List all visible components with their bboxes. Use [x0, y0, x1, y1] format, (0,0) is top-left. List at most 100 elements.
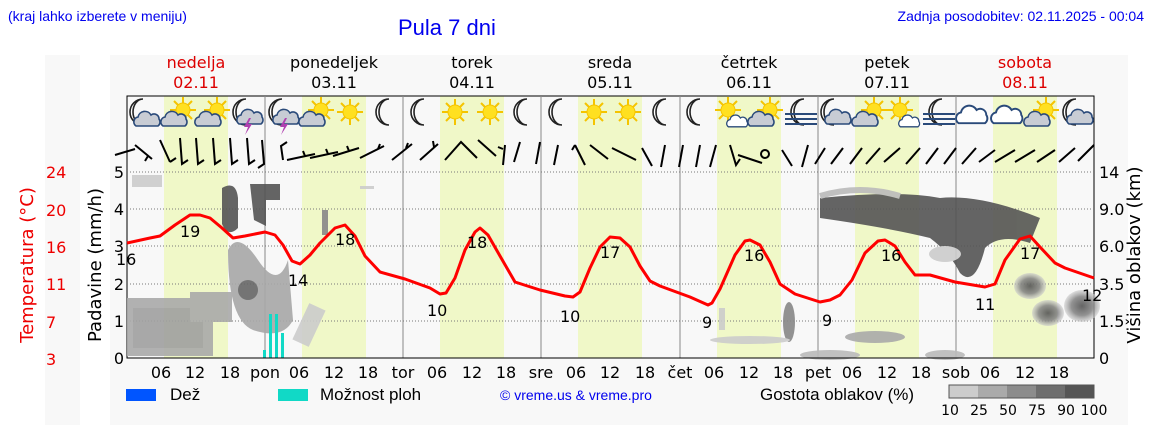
cloud-density — [127, 175, 1100, 360]
moon-icon — [410, 98, 425, 126]
svg-text:12: 12 — [1015, 363, 1035, 382]
menu-hint: (kraj lahko izberete v meniju) — [8, 8, 187, 24]
precip-axis-label: Padavine (mm/h) — [85, 188, 106, 342]
svg-text:06: 06 — [289, 363, 309, 382]
svg-text:18: 18 — [635, 363, 655, 382]
showers-swatch — [278, 389, 308, 401]
moon-cloud-icon — [129, 98, 161, 127]
svg-text:16: 16 — [744, 246, 764, 265]
svg-text:4: 4 — [114, 200, 124, 219]
svg-text:3.5: 3.5 — [1099, 275, 1124, 294]
svg-text:18: 18 — [467, 233, 487, 252]
svg-text:12: 12 — [324, 363, 344, 382]
wind-barbs — [114, 137, 1095, 169]
precip-ticks: 5 4 3 2 1 0 — [114, 163, 124, 368]
svg-text:10: 10 — [941, 403, 959, 419]
svg-text:17: 17 — [600, 243, 620, 262]
svg-text:12: 12 — [739, 363, 759, 382]
svg-text:12: 12 — [185, 363, 205, 382]
svg-text:10: 10 — [560, 307, 580, 326]
svg-text:17: 17 — [1020, 244, 1040, 263]
temp-ticks: 24 20 16 11 7 3 — [46, 163, 66, 369]
day-label-4: četrtek 06.11 — [720, 53, 778, 92]
day-label-3: sreda 05.11 — [587, 53, 633, 92]
showers-legend-label: Možnost ploh — [320, 385, 422, 404]
svg-text:11: 11 — [975, 295, 995, 314]
svg-text:7: 7 — [46, 313, 56, 332]
cloud-icon — [955, 104, 989, 125]
day-label-0: nedelja 02.11 — [166, 53, 226, 92]
svg-text:3: 3 — [114, 237, 124, 256]
moon-cloud-icon — [1062, 98, 1094, 126]
svg-text:25: 25 — [970, 403, 988, 419]
cloud-density-label: Gostota oblakov (%) — [760, 385, 915, 404]
svg-text:75: 75 — [1028, 403, 1046, 419]
svg-text:9.0: 9.0 — [1099, 200, 1124, 219]
svg-text:sre: sre — [529, 363, 553, 382]
moon-cloud-thunder-icon — [268, 98, 300, 135]
svg-text:16: 16 — [881, 246, 901, 265]
svg-text:16: 16 — [116, 250, 136, 269]
svg-text:06: 06 — [980, 363, 1000, 382]
svg-text:11: 11 — [46, 275, 66, 294]
temperature-axis-panel — [45, 55, 80, 425]
moon-fog-icon — [784, 98, 818, 126]
svg-text:9: 9 — [702, 313, 712, 332]
svg-text:06: 06 — [704, 363, 724, 382]
svg-text:pon: pon — [250, 363, 280, 382]
moon-icon — [375, 98, 390, 126]
svg-text:18: 18 — [220, 363, 240, 382]
moon-icon — [513, 98, 528, 126]
copyright-link[interactable]: © vreme.us & vreme.pro — [500, 387, 652, 403]
last-update: Zadnja posodobitev: 02.11.2025 - 00:04 — [897, 8, 1144, 24]
rain-legend-label: Dež — [170, 385, 201, 404]
svg-text:12: 12 — [462, 363, 482, 382]
svg-text:12: 12 — [1082, 286, 1102, 305]
svg-text:18: 18 — [1049, 363, 1069, 382]
svg-text:18: 18 — [773, 363, 793, 382]
moon-icon — [686, 98, 701, 126]
svg-text:sob: sob — [942, 363, 970, 382]
svg-text:tor: tor — [392, 363, 415, 382]
svg-text:06: 06 — [427, 363, 447, 382]
day-label-6: sobota 08.11 — [997, 53, 1053, 92]
svg-text:pet: pet — [805, 363, 831, 382]
svg-text:18: 18 — [911, 363, 931, 382]
svg-text:06: 06 — [842, 363, 862, 382]
svg-text:24: 24 — [46, 163, 66, 182]
rain-swatch — [126, 389, 156, 401]
moon-fog-icon — [922, 98, 956, 126]
svg-text:2: 2 — [114, 275, 124, 294]
svg-text:14: 14 — [1099, 163, 1119, 182]
shower-bars — [263, 314, 284, 358]
svg-text:50: 50 — [999, 403, 1017, 419]
svg-text:14: 14 — [288, 271, 308, 290]
svg-text:0: 0 — [114, 349, 124, 368]
svg-text:100: 100 — [1081, 403, 1108, 419]
moon-cloud-icon — [820, 98, 852, 126]
svg-text:18: 18 — [335, 230, 355, 249]
svg-text:90: 90 — [1057, 403, 1075, 419]
svg-text:9: 9 — [822, 311, 832, 330]
svg-text:18: 18 — [496, 363, 516, 382]
svg-text:12: 12 — [877, 363, 897, 382]
svg-text:5: 5 — [114, 163, 124, 182]
cloud-axis-label: Višina oblakov (km) — [1124, 166, 1145, 343]
svg-text:20: 20 — [46, 201, 66, 220]
moon-icon — [548, 98, 563, 126]
moon-cloud-thunder-icon — [232, 98, 264, 135]
svg-text:10: 10 — [427, 301, 447, 320]
moon-icon — [652, 98, 667, 126]
svg-text:12: 12 — [600, 363, 620, 382]
day-label-5: petek 07.11 — [864, 53, 910, 92]
svg-text:1: 1 — [114, 312, 124, 331]
day-label-2: torek 04.11 — [449, 53, 495, 92]
svg-text:06: 06 — [566, 363, 586, 382]
cloud-density-scale — [948, 384, 1095, 399]
daylight-bands — [164, 96, 1057, 358]
svg-text:19: 19 — [180, 222, 200, 241]
x-axis-ticks: 06 12 18 pon 06 12 18 tor 06 12 18 sre 06 12 18 če… — [151, 363, 1069, 382]
temp-axis-label: Temperatura (°C) — [17, 187, 38, 344]
